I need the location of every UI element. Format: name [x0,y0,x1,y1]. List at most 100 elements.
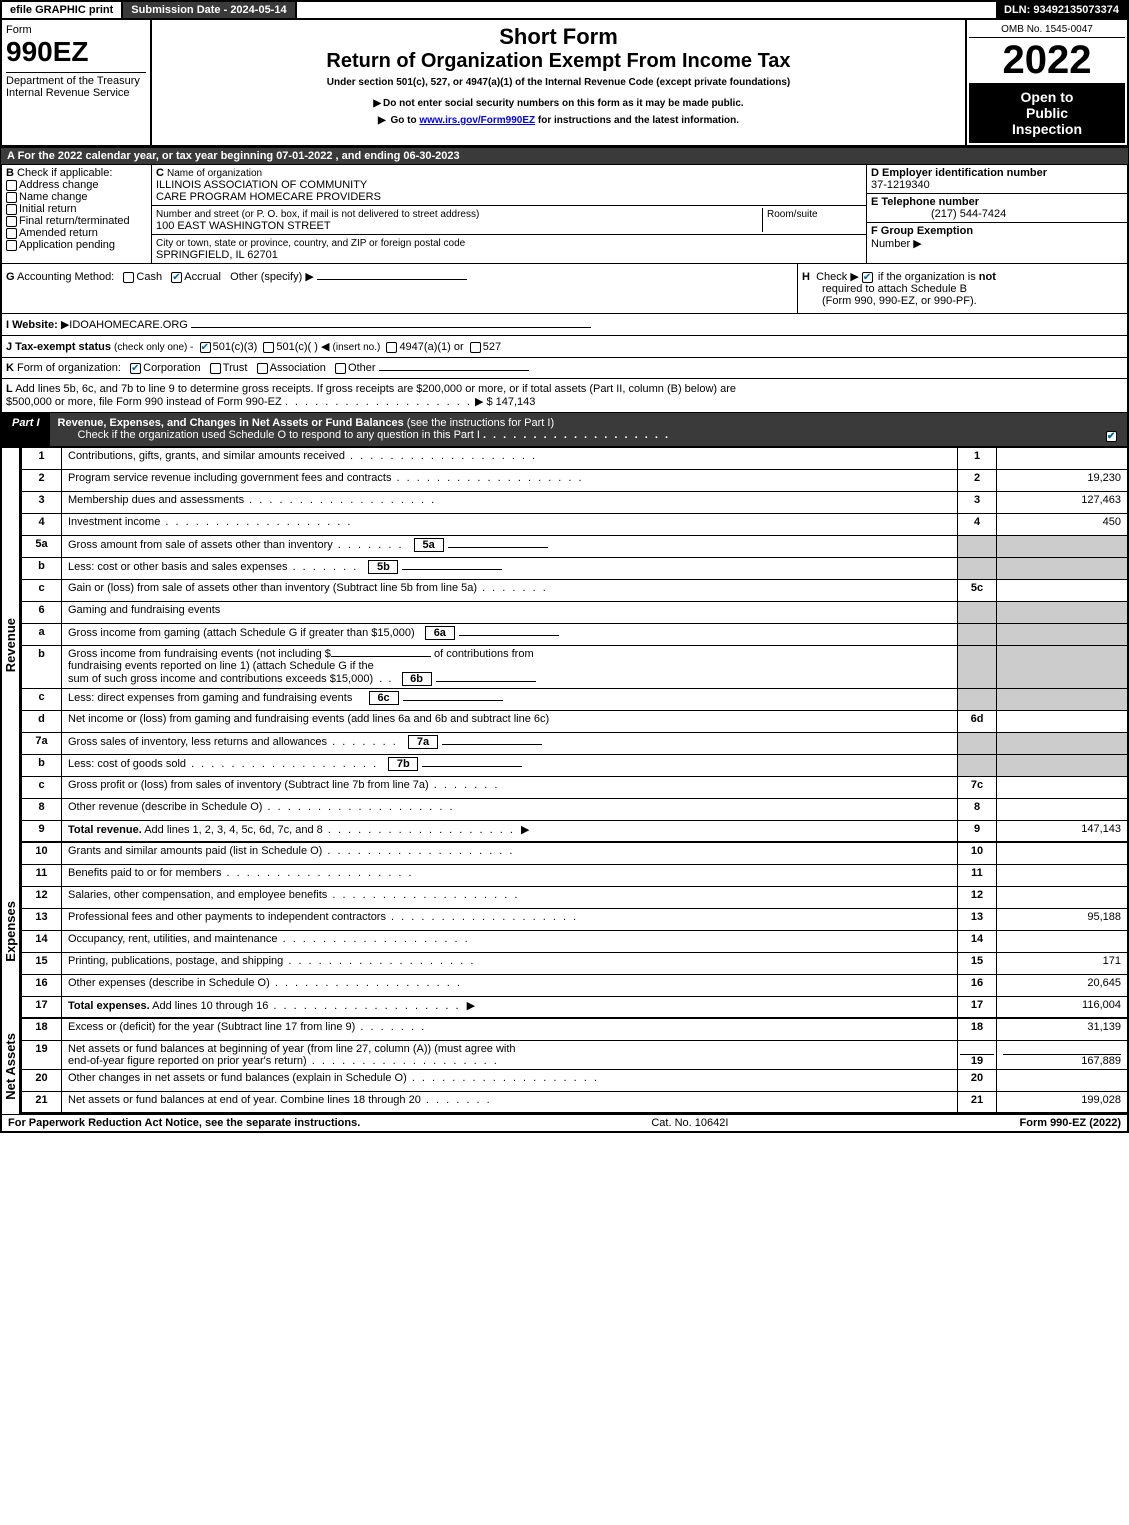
line-18: 18 Excess or (deficit) for the year (Sub… [20,1019,1129,1041]
line-4-box: 4 [957,514,997,535]
checkbox-initial-return[interactable] [6,204,17,215]
checkbox-accrual[interactable] [171,272,182,283]
line-14-desc: Occupancy, rent, utilities, and maintena… [62,931,957,952]
row-bcdef: B Check if applicable: Address change Na… [0,165,1129,264]
line-6d: d Net income or (loss) from gaming and f… [20,711,1129,733]
other-org-field[interactable] [379,370,529,371]
line-12-val [997,887,1127,908]
line-18-val: 31,139 [997,1019,1127,1040]
line-7b-val [997,755,1127,776]
checkbox-name-change[interactable] [6,192,17,203]
checkbox-4947a1[interactable] [386,342,397,353]
revenue-group: Revenue 1 Contributions, gifts, grants, … [0,448,1129,843]
line-num-6a: a [22,624,62,645]
revenue-vlabel-outer: Revenue [0,448,20,843]
part-1-header: Part I Revenue, Expenses, and Changes in… [0,413,1129,448]
box-b-check-if: Check if applicable: [17,167,112,179]
checkbox-schedule-b[interactable] [862,272,873,283]
website-underline [191,327,591,328]
name-of-org-label: Name of organization [167,168,262,179]
line-7c-val [997,777,1127,798]
line-10: 10 Grants and similar amounts paid (list… [20,843,1129,865]
line-13-box: 13 [957,909,997,930]
box-b: B Check if applicable: Address change Na… [2,165,152,263]
line-9: 9 Total revenue. Add lines 1, 2, 3, 4, 5… [20,821,1129,843]
box-h-not: not [979,271,996,283]
checkbox-corporation[interactable] [130,363,141,374]
submission-date: Submission Date - 2024-05-14 [123,2,296,18]
line-15-val: 171 [997,953,1127,974]
irs: Internal Revenue Service [6,87,146,99]
line-num-7b: b [22,755,62,776]
checkbox-association[interactable] [257,363,268,374]
box-f-number: Number [871,238,910,250]
line-6b-box [957,646,997,688]
checkbox-501c[interactable] [263,342,274,353]
short-form-title: Short Form [156,24,961,50]
line-12-desc: Salaries, other compensation, and employ… [62,887,957,908]
line-9-box: 9 [957,821,997,841]
line-11: 11 Benefits paid to or for members 11 [20,865,1129,887]
line-7c-desc: Gross profit or (loss) from sales of inv… [62,777,957,798]
form-word: Form [6,24,146,36]
checkbox-final-return[interactable] [6,216,17,227]
checkbox-address-change[interactable] [6,180,17,191]
form990ez-link[interactable]: www.irs.gov/Form990EZ [419,115,535,126]
checkbox-amended-return[interactable] [6,228,17,239]
org-name-1: ILLINOIS ASSOCIATION OF COMMUNITY [156,179,367,191]
line-4-desc: Investment income [62,514,957,535]
line-2-desc: Program service revenue including govern… [62,470,957,491]
line-7a: 7a Gross sales of inventory, less return… [20,733,1129,755]
line-6d-val [997,711,1127,732]
revenue-body: 1 Contributions, gifts, grants, and simi… [20,448,1129,843]
goto-line: Go to www.irs.gov/Form990EZ for instruct… [156,115,961,126]
efile-link[interactable]: efile GRAPHIC print [2,2,123,18]
checkbox-trust[interactable] [210,363,221,374]
other-specify-field[interactable] [317,279,467,280]
part-1-instr: (see the instructions for Part I) [407,417,554,429]
box-l: L Add lines 5b, 6c, and 7b to line 9 to … [2,379,1127,412]
goto-post: for instructions and the latest informat… [535,115,739,126]
box-h-if: if the organization is [878,271,979,283]
opt-cash: Cash [136,271,162,283]
line-num-1: 1 [22,448,62,469]
line-20-box: 20 [957,1070,997,1091]
box-j-sub: (check only one) - [114,342,193,353]
row-k: K Form of organization: Corporation Trus… [0,358,1129,379]
checkbox-cash[interactable] [123,272,134,283]
accounting-method: Accounting Method: [17,271,114,283]
line-20-val [997,1070,1127,1091]
line-num-2: 2 [22,470,62,491]
line-10-desc: Grants and similar amounts paid (list in… [62,843,957,864]
line-num-5c: c [22,580,62,601]
line-num-12: 12 [22,887,62,908]
line-16-desc: Other expenses (describe in Schedule O) [62,975,957,996]
line-17-box: 17 [957,997,997,1017]
checkbox-527[interactable] [470,342,481,353]
line-4-val: 450 [997,514,1127,535]
row-j: J Tax-exempt status (check only one) - 5… [0,336,1129,358]
opt-amended-return: Amended return [19,227,98,239]
checkbox-schedule-o-part1[interactable] [1106,431,1117,442]
line-num-10: 10 [22,843,62,864]
line-6a-val [997,624,1127,645]
net-assets-group: Net Assets 18 Excess or (deficit) for th… [0,1019,1129,1114]
room-suite-label: Room/suite [767,209,818,220]
line-5b-box [957,558,997,579]
goto-pre: Go to [390,115,419,126]
box-c: C Name of organization ILLINOIS ASSOCIAT… [152,165,867,263]
line-6d-desc: Net income or (loss) from gaming and fun… [62,711,957,732]
page-footer: For Paperwork Reduction Act Notice, see … [0,1114,1129,1133]
line-3-box: 3 [957,492,997,513]
opt-association: Association [270,362,326,374]
box-l-text2: $500,000 or more, file Form 990 instead … [6,396,282,408]
ein: 37-1219340 [871,179,930,191]
box-e-label: E Telephone number [871,196,979,208]
line-num-4: 4 [22,514,62,535]
checkbox-501c3[interactable] [200,342,211,353]
checkbox-other-org[interactable] [335,363,346,374]
checkbox-application-pending[interactable] [6,240,17,251]
line-18-box: 18 [957,1019,997,1040]
header-left: Form 990EZ Department of the Treasury In… [2,20,152,145]
line-11-desc: Benefits paid to or for members [62,865,957,886]
